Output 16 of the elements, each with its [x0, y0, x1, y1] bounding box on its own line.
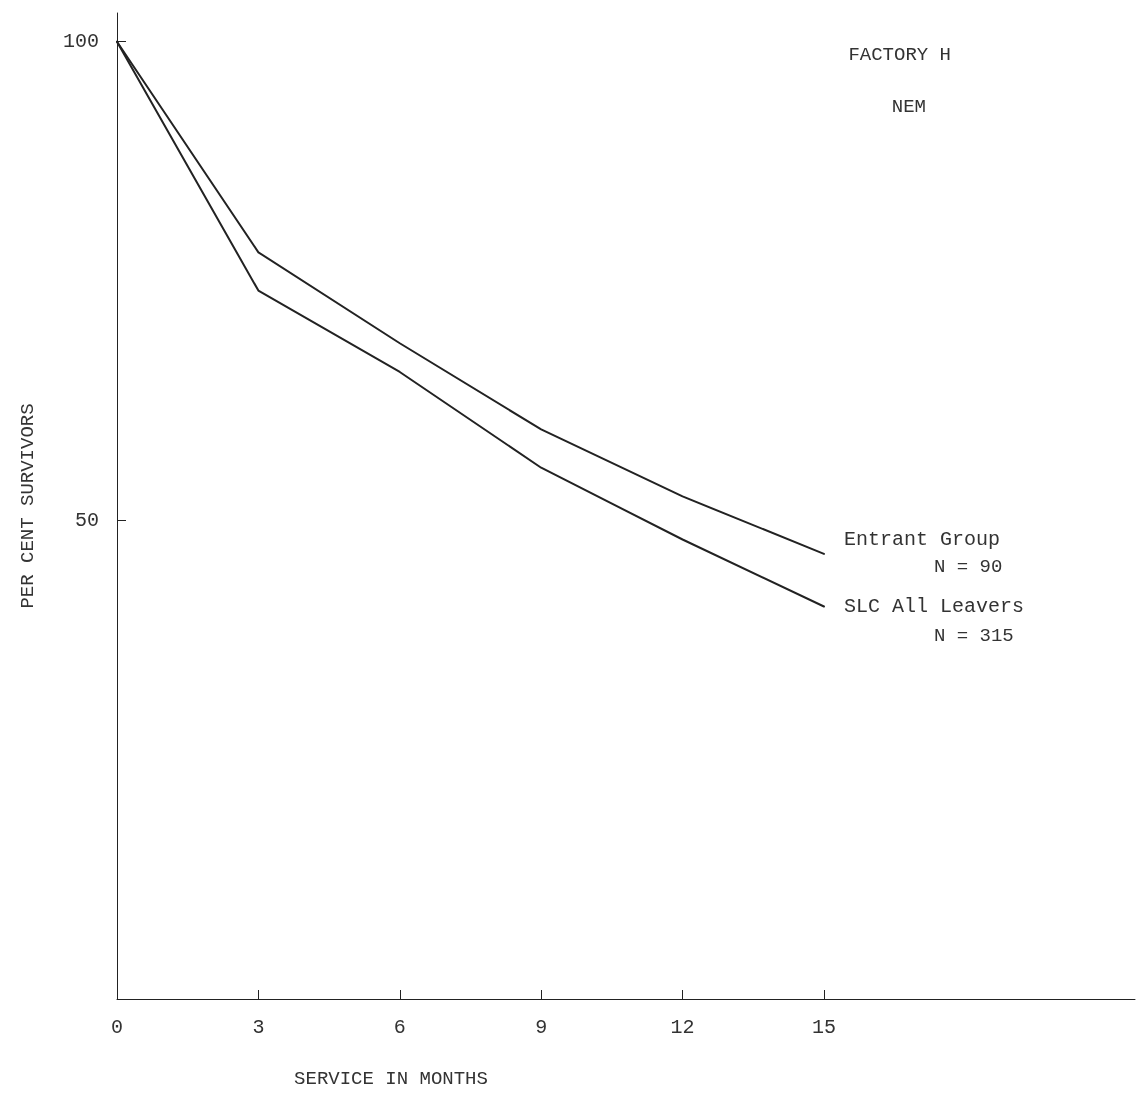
text: FACTORY H	[848, 43, 952, 66]
y-tick-label: 50	[74, 508, 99, 532]
series-label: SLC All Leavers	[843, 595, 1024, 619]
x-tick-label: 0	[110, 1015, 124, 1039]
x-tick-label: 6	[393, 1015, 406, 1039]
y-axis-title: PER CENT SURVIVORS	[16, 403, 39, 609]
y-tick-label: 100	[62, 30, 99, 54]
series-label: Entrant Group	[843, 528, 1000, 552]
x-tick-label: 3	[252, 1015, 265, 1039]
x-tick-label: 12	[670, 1015, 695, 1039]
annotation: N = 315	[933, 625, 1014, 648]
x-axis-title: SERVICE IN MONTHS	[294, 1067, 488, 1090]
text: NEM	[891, 95, 927, 118]
x-tick-label: 15	[811, 1015, 836, 1039]
x-tick-label: 9	[535, 1015, 548, 1039]
annotation: N = 90	[933, 556, 1003, 579]
